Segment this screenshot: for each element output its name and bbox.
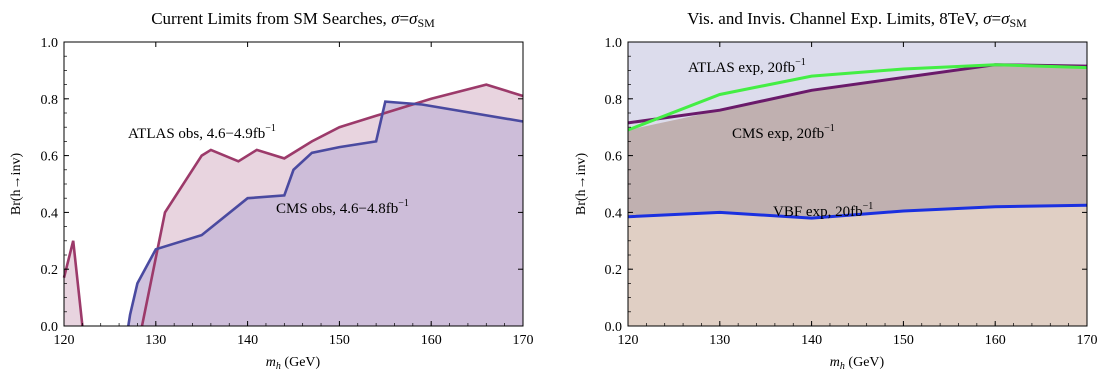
cms-obs-label: CMS obs, 4.6−4.8fb−1 — [276, 198, 409, 217]
left-ytick-label: 0.6 — [41, 150, 59, 165]
right-xtick-label: 150 — [893, 333, 914, 348]
right-xtick-label: 170 — [1077, 333, 1098, 348]
series-0-line — [627, 63, 1088, 132]
right-ytick-label: 1.0 — [605, 36, 623, 51]
series-0-line — [62, 240, 84, 327]
right-plot-area — [627, 42, 1088, 326]
right-ytick-label: 0.4 — [605, 206, 623, 221]
right-ytick-label: 0.2 — [605, 263, 623, 278]
left-ytick-label: 0.8 — [41, 93, 59, 108]
left-xtick-label: 150 — [329, 333, 350, 348]
right-xtick-label: 120 — [618, 333, 639, 348]
right-xtick-label: 130 — [709, 333, 730, 348]
atlas-obs-label: ATLAS obs, 4.6−4.9fb−1 — [128, 123, 276, 142]
series-0-line — [140, 83, 524, 327]
left-ytick-label: 0.4 — [41, 206, 59, 221]
right-ticks: 120 130 140 150 160 170 0.0 0.2 0.4 0.6 0.8 1.0 — [605, 36, 1098, 348]
right-panel: Vis. and Invis. Channel Exp. Limits, 8Te… — [574, 9, 1098, 372]
left-title: Current Limits from SM Searches, σ=σSM — [151, 9, 435, 30]
left-ytick-label: 1.0 — [41, 36, 59, 51]
right-ytick-label: 0.6 — [605, 150, 623, 165]
left-plot-area — [62, 83, 524, 327]
right-xtick-label: 140 — [801, 333, 822, 348]
left-ylabel: Br(h→inv) — [9, 153, 24, 216]
left-xlabel: mh (GeV) — [266, 355, 321, 372]
left-panel: Current Limits from SM Searches, σ=σSM 1… — [9, 9, 534, 372]
series-1-area — [128, 101, 524, 326]
left-xtick-label: 120 — [54, 333, 75, 348]
left-xtick-label: 160 — [421, 333, 442, 348]
right-xlabel: mh (GeV) — [830, 355, 885, 372]
vbf-exp-label: VBF exp, 20fb−1 — [773, 201, 873, 220]
left-xtick-label: 140 — [237, 333, 258, 348]
left-xtick-label: 170 — [513, 333, 534, 348]
left-ticks: 120 130 140 150 160 170 0.0 0.2 0.4 0.6 0.8 1.0 — [41, 36, 534, 348]
cms-exp-label: CMS exp, 20fb−1 — [732, 123, 835, 142]
vbf-exp-region — [628, 205, 1087, 326]
right-ylabel: Br(h→inv) — [574, 153, 589, 216]
left-xtick-label: 130 — [145, 333, 166, 348]
right-ytick-label: 0.0 — [605, 320, 623, 335]
atlas-exp-label: ATLAS exp, 20fb−1 — [688, 57, 806, 76]
right-xtick-label: 160 — [985, 333, 1006, 348]
left-ytick-label: 0.2 — [41, 263, 59, 278]
right-ytick-label: 0.8 — [605, 93, 623, 108]
left-ytick-label: 0.0 — [41, 320, 59, 335]
right-title: Vis. and Invis. Channel Exp. Limits, 8Te… — [687, 9, 1027, 30]
series-1-line — [127, 100, 524, 327]
series-2-line — [627, 203, 1088, 220]
